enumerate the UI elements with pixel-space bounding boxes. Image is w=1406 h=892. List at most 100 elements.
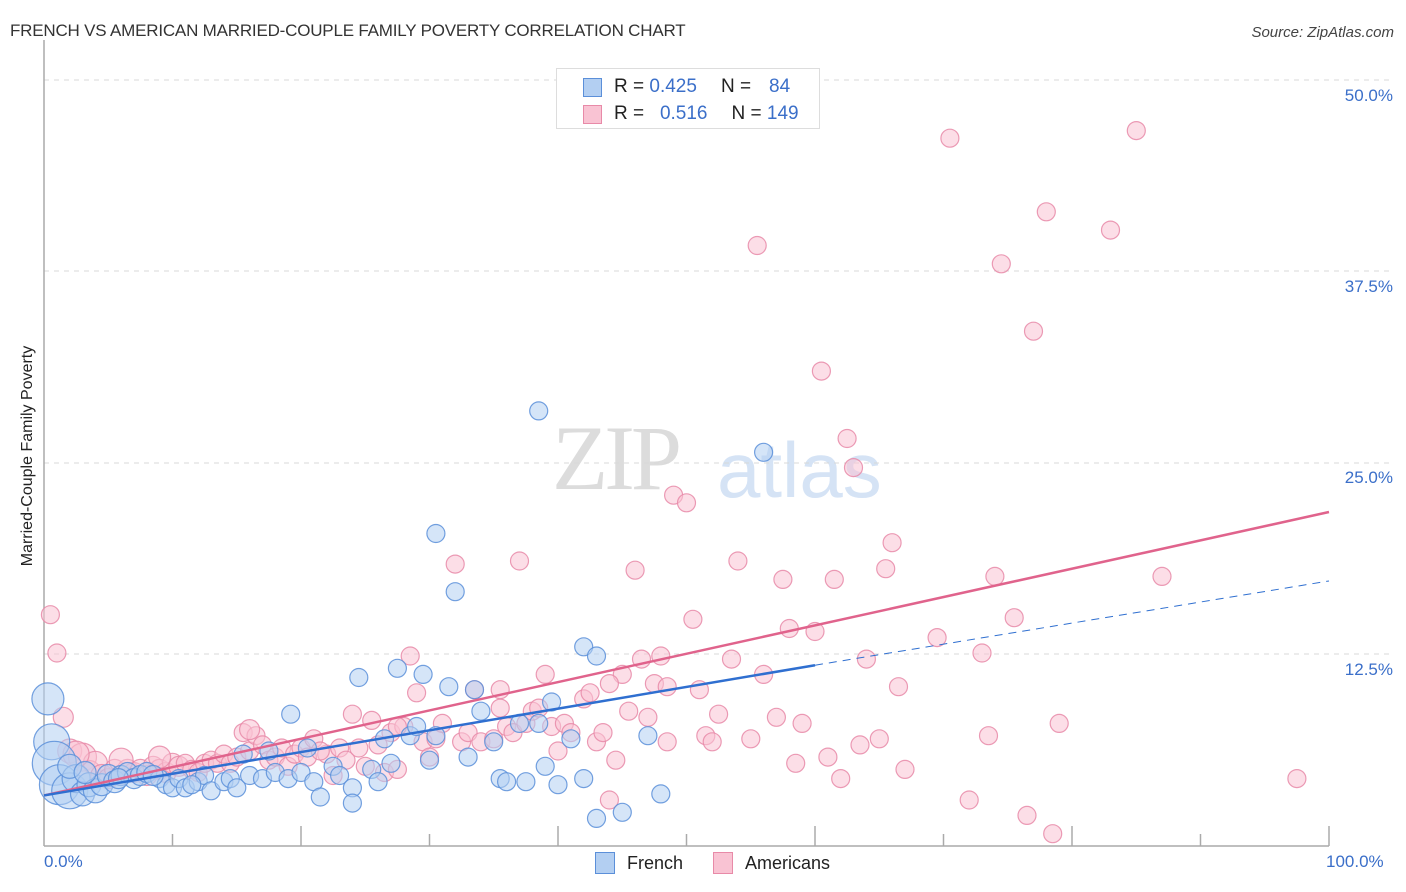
data-point	[676, 493, 697, 513]
data-point	[368, 772, 388, 792]
data-point	[381, 753, 401, 773]
data-point	[40, 605, 61, 625]
data-point	[445, 554, 465, 574]
data-point	[490, 698, 510, 718]
data-point	[1036, 202, 1056, 222]
data-point	[625, 560, 645, 580]
americans-n-value: 149	[766, 103, 799, 124]
data-point	[464, 680, 485, 700]
r-label: R =	[614, 103, 645, 124]
data-point	[362, 710, 382, 731]
data-point	[349, 667, 369, 688]
legend-item-americans[interactable]: Americans	[713, 852, 830, 874]
data-point	[1287, 768, 1307, 789]
data-point	[651, 784, 671, 804]
french-swatch-icon	[595, 852, 615, 874]
y-tick-50: 50.0%	[1344, 86, 1393, 105]
data-point	[47, 643, 67, 663]
data-point	[580, 683, 600, 703]
americans-swatch-icon	[713, 852, 734, 874]
data-point	[182, 775, 202, 795]
data-point	[239, 718, 261, 741]
data-point	[612, 802, 632, 822]
data-point	[657, 732, 677, 752]
data-point	[856, 649, 877, 669]
data-point	[638, 707, 658, 727]
data-point	[766, 707, 787, 727]
data-point	[574, 768, 594, 789]
data-point	[1043, 824, 1063, 844]
americans-trend-line	[43, 510, 1330, 797]
americans-points	[40, 121, 1307, 844]
data-point	[811, 361, 832, 381]
data-point	[342, 704, 362, 724]
series-legend: French Americans	[595, 852, 860, 874]
data-point	[548, 775, 568, 795]
x-tick-100: 100.0%	[1326, 852, 1384, 871]
french-n-value: 84	[769, 76, 791, 97]
correlation-legend: R = 0.425 N = 84 R = 0.516 N = 149	[556, 68, 820, 129]
data-point	[529, 401, 549, 421]
n-label: N =	[731, 103, 762, 124]
data-point	[484, 732, 504, 752]
data-point	[407, 683, 427, 703]
data-point	[509, 551, 530, 571]
data-point	[593, 722, 613, 743]
americans-swatch-icon	[583, 104, 602, 124]
data-point	[708, 704, 729, 724]
trend-lines	[43, 510, 1330, 797]
data-point	[535, 664, 555, 685]
data-point	[683, 609, 703, 629]
data-point	[1049, 713, 1069, 734]
data-point	[882, 533, 902, 553]
legend-item-french[interactable]: French	[595, 852, 683, 874]
watermark-zip: ZIP	[552, 407, 682, 509]
data-point	[516, 772, 536, 792]
y-tick-25: 25.0%	[1344, 468, 1393, 487]
data-point	[991, 254, 1011, 274]
data-point	[497, 772, 517, 792]
data-point	[548, 741, 568, 761]
data-point	[959, 790, 979, 810]
data-point	[586, 808, 607, 829]
data-point	[773, 569, 793, 590]
data-point	[297, 738, 317, 758]
data-point	[439, 677, 459, 697]
data-point	[586, 646, 607, 666]
data-point	[1004, 608, 1024, 628]
source-credit: Source: ZipAtlas.com	[1251, 24, 1394, 41]
legend-row-americans: R = 0.516 N = 149	[583, 102, 799, 126]
gridlines	[44, 79, 1392, 655]
data-point	[753, 442, 774, 462]
data-point	[281, 704, 301, 724]
data-point	[831, 768, 851, 789]
data-point	[818, 747, 838, 767]
data-point	[1023, 321, 1044, 341]
data-point	[792, 713, 812, 734]
french-trend-line	[43, 663, 816, 797]
data-point	[1017, 805, 1037, 826]
data-point	[972, 643, 992, 663]
data-point	[606, 750, 626, 770]
data-point	[310, 787, 330, 807]
data-point	[786, 753, 806, 773]
data-point	[747, 235, 767, 256]
data-point	[413, 664, 433, 685]
data-point	[227, 778, 247, 798]
data-point	[638, 726, 658, 746]
data-point	[741, 729, 761, 749]
legend-label-americans: Americans	[745, 852, 831, 873]
data-point	[728, 551, 748, 571]
y-tick-37-5: 37.5%	[1344, 277, 1393, 296]
data-point	[535, 756, 555, 776]
americans-r-value: 0.516	[659, 103, 708, 124]
data-point	[541, 692, 562, 712]
data-point	[400, 646, 420, 666]
data-point	[876, 559, 896, 579]
data-point	[651, 646, 671, 666]
data-point	[426, 523, 446, 544]
data-point	[1152, 566, 1172, 587]
data-point	[445, 582, 465, 602]
data-point	[619, 701, 639, 721]
data-point	[869, 729, 889, 749]
